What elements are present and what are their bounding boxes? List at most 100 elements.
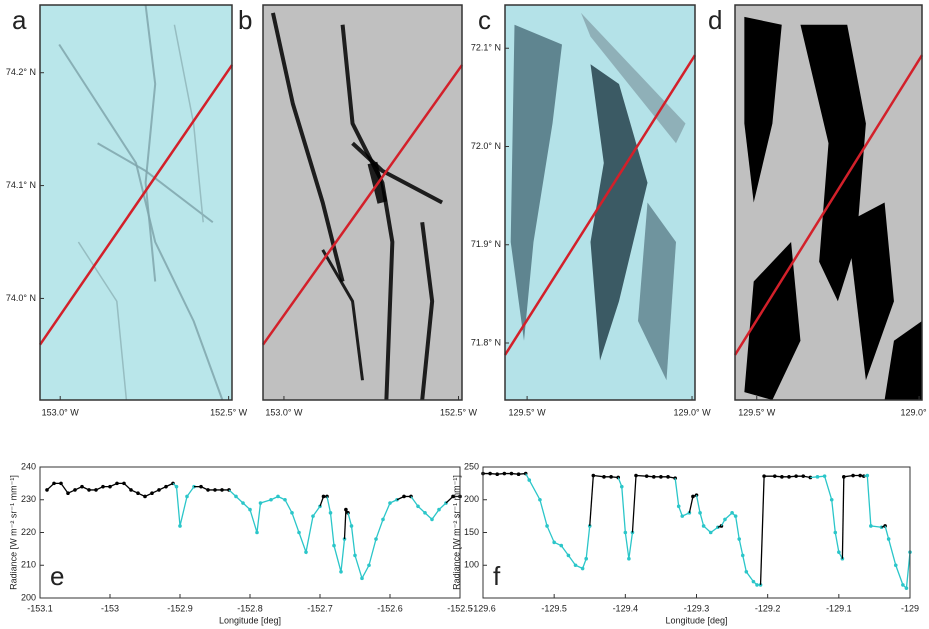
x-tick-label: 129.0° W <box>673 407 711 417</box>
data-point <box>321 494 326 499</box>
data-point <box>901 583 905 587</box>
data-point <box>904 586 909 590</box>
x-tick-label: 129.0° W <box>901 407 929 417</box>
ice-lead <box>420 222 435 401</box>
y-tick-label: 72.1° N <box>471 43 501 53</box>
x-tick-label: -152.6 <box>377 603 403 613</box>
data-point <box>886 537 891 541</box>
line-connector <box>326 496 332 513</box>
data-point <box>552 540 556 545</box>
data-point <box>573 563 578 568</box>
x-tick-label: -129.3 <box>684 603 710 613</box>
x-tick-label: -152.7 <box>307 603 333 613</box>
y-tick-label: 250 <box>464 461 479 471</box>
line-connector <box>695 495 701 513</box>
data-point <box>737 537 741 541</box>
x-tick-label: -153.1 <box>27 603 53 613</box>
ice-lead <box>77 241 128 401</box>
data-point <box>723 517 727 522</box>
data-point <box>255 530 259 535</box>
data-point <box>283 497 287 502</box>
panel-letter: b <box>238 5 252 35</box>
data-point <box>150 491 154 496</box>
data-point <box>199 484 203 489</box>
ice-lead <box>638 202 676 381</box>
data-line <box>417 502 447 521</box>
data-point <box>623 530 628 535</box>
line-connector <box>410 496 419 507</box>
satellite-track <box>261 64 464 346</box>
x-tick-label: 129.5° W <box>509 407 547 417</box>
line-connector <box>759 476 765 585</box>
data-line <box>528 479 591 570</box>
ice-lead <box>590 64 648 361</box>
data-point <box>666 475 670 479</box>
ice-lead <box>744 16 782 203</box>
data-point <box>644 474 649 478</box>
data-point <box>143 494 147 499</box>
data-point <box>652 475 656 479</box>
panel-letter: a <box>12 5 27 35</box>
data-point <box>509 471 514 476</box>
data-point <box>602 475 606 479</box>
data-point <box>772 474 777 478</box>
panel-frame <box>504 4 696 401</box>
data-point <box>311 514 315 518</box>
data-point <box>416 504 420 509</box>
data-point <box>339 570 343 574</box>
y-tick-label: 220 <box>21 527 36 537</box>
data-line <box>888 538 911 590</box>
x-tick-label: -129.6 <box>470 603 496 613</box>
data-point <box>829 497 834 502</box>
data-point <box>842 475 846 479</box>
image-panel <box>733 4 924 401</box>
data-point <box>815 475 820 479</box>
satellite-track <box>733 54 924 356</box>
x-axis-label: Longitude [deg] <box>219 615 281 625</box>
data-point <box>213 488 217 492</box>
data-line <box>350 499 398 581</box>
data-point <box>241 501 245 505</box>
data-point <box>52 481 56 486</box>
data-point <box>87 488 91 492</box>
data-point <box>174 484 179 489</box>
data-point <box>701 524 706 528</box>
x-tick-label: -129 <box>901 603 919 613</box>
x-tick-label: 153.0° W <box>265 407 303 417</box>
image-panel <box>38 4 234 401</box>
data-point <box>893 563 898 568</box>
line-connector <box>884 525 890 540</box>
ice-lead <box>144 4 157 282</box>
panel-letter: d <box>708 5 722 35</box>
ice-lead <box>321 249 364 381</box>
data-point <box>451 494 455 499</box>
data-point <box>430 517 434 522</box>
x-tick-label: -152.9 <box>167 603 193 613</box>
y-tick-label: 240 <box>21 461 36 471</box>
y-axis-label: Radiance [W m⁻² sr⁻¹ mm⁻¹] <box>451 475 461 590</box>
data-point <box>185 494 189 499</box>
panel-image <box>40 5 232 400</box>
data-point <box>269 497 273 502</box>
data-point <box>129 488 133 492</box>
line-connector <box>688 496 694 513</box>
data-point <box>101 484 105 489</box>
y-tick-label: 71.8° N <box>471 337 501 347</box>
data-point <box>559 543 564 548</box>
data-point <box>751 579 756 584</box>
panel-letter: c <box>478 5 491 35</box>
data-point <box>234 494 238 499</box>
data-point <box>691 494 695 499</box>
data-point <box>740 553 745 558</box>
data-point <box>276 494 280 499</box>
y-tick-label: 74.0° N <box>6 293 36 303</box>
data-line <box>699 512 719 534</box>
data-point <box>297 530 301 535</box>
data-point <box>627 556 631 561</box>
ice-lead <box>270 12 345 282</box>
data-line <box>175 486 195 527</box>
data-point <box>73 488 77 492</box>
data-point <box>332 543 336 548</box>
data-point <box>861 474 866 478</box>
